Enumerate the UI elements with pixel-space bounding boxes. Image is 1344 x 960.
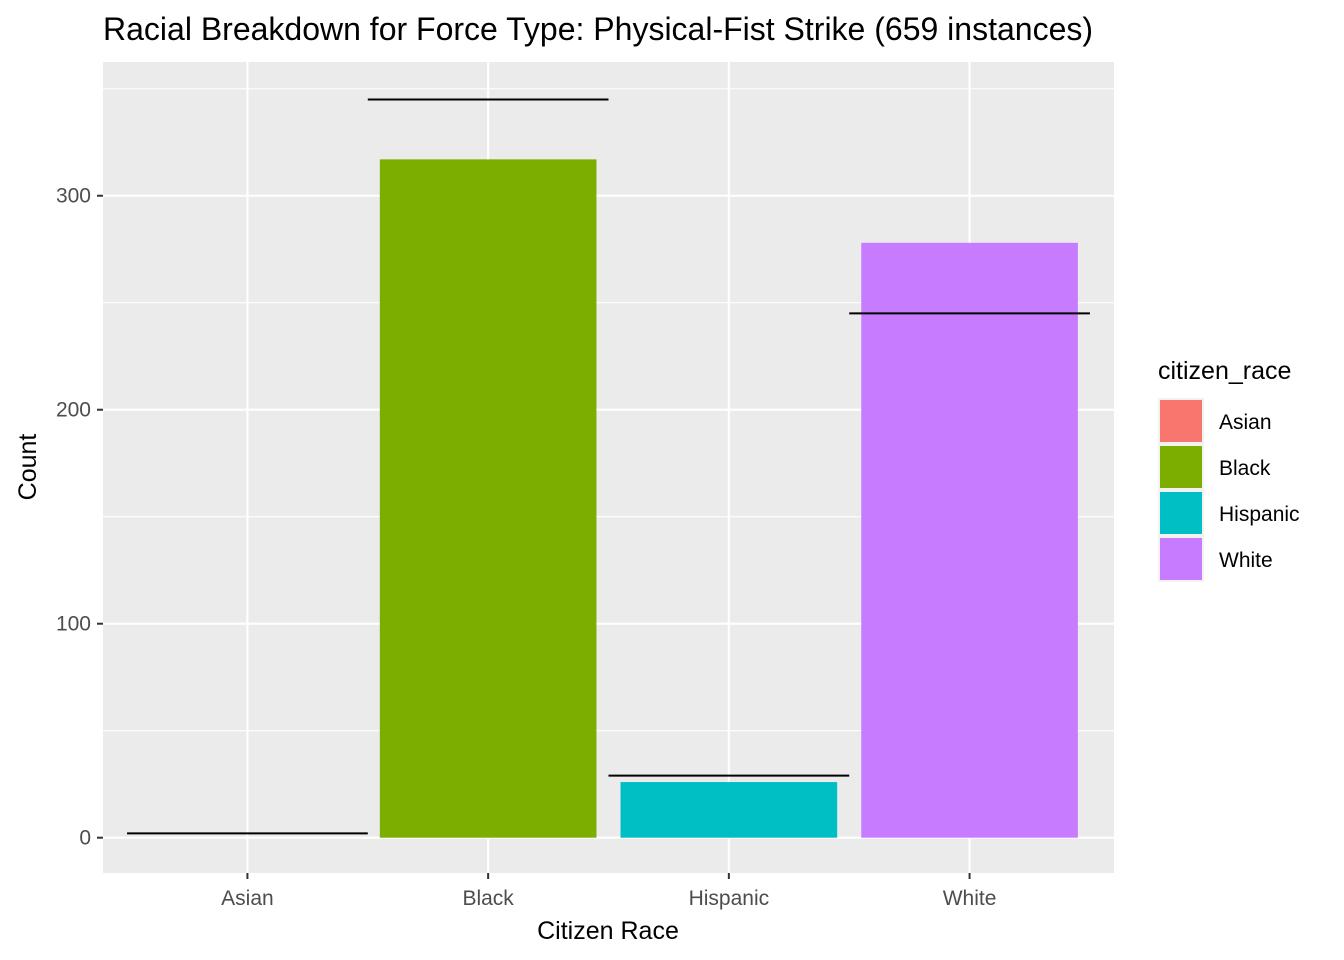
legend-swatch-hispanic bbox=[1160, 492, 1202, 534]
legend-label: Asian bbox=[1219, 411, 1272, 434]
bar-hispanic bbox=[620, 782, 838, 838]
legend-swatch-black bbox=[1160, 446, 1202, 488]
x-tick-label: Black bbox=[462, 887, 514, 910]
chart-title: Racial Breakdown for Force Type: Physica… bbox=[103, 11, 1093, 47]
x-tick-label: White bbox=[943, 887, 997, 910]
x-axis: Asian Black Hispanic White bbox=[221, 873, 996, 910]
reference-lines bbox=[127, 98, 1090, 835]
legend-label: White bbox=[1219, 549, 1273, 572]
y-axis: 0 100 200 300 bbox=[56, 185, 103, 850]
x-axis-title: Citizen Race bbox=[537, 917, 679, 945]
y-tick-label: 0 bbox=[79, 827, 91, 850]
legend-label: Hispanic bbox=[1219, 503, 1300, 526]
x-tick-label: Asian bbox=[221, 887, 274, 910]
y-tick-label: 300 bbox=[56, 185, 91, 208]
bars bbox=[379, 159, 1078, 838]
y-tick-label: 100 bbox=[56, 613, 91, 636]
legend-swatch-white bbox=[1160, 538, 1202, 580]
x-tick-label: Hispanic bbox=[689, 887, 770, 910]
legend-swatch-asian bbox=[1160, 400, 1202, 442]
bar-black bbox=[379, 159, 597, 838]
legend-title: citizen_race bbox=[1158, 357, 1291, 385]
y-axis-title: Count bbox=[14, 434, 42, 501]
y-tick-label: 200 bbox=[56, 399, 91, 422]
bar-white bbox=[861, 242, 1078, 838]
legend-label: Black bbox=[1219, 457, 1271, 480]
legend: citizen_race Asian Black Hispanic White bbox=[1158, 357, 1300, 582]
